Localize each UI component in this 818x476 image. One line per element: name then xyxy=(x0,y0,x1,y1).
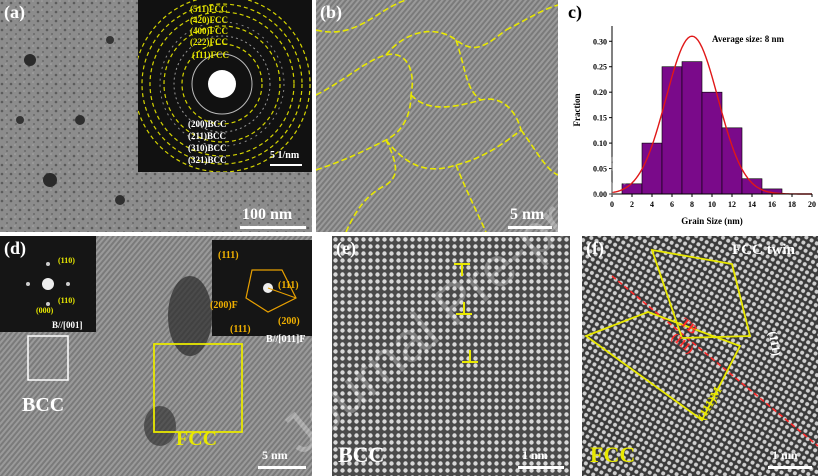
fft-spot-label: (200)F xyxy=(210,300,238,311)
inset-scale-bar xyxy=(270,164,302,166)
dislocation-markers xyxy=(454,263,478,363)
twin-outline-lower xyxy=(584,311,742,422)
y-tick-label: 0.15 xyxy=(593,114,607,123)
panel-b-label: (b) xyxy=(320,2,342,22)
chart-annotation: Average size: 8 nm xyxy=(712,34,785,44)
panel-d-fft-bcc-inset xyxy=(0,236,96,332)
y-tick-label: 0.10 xyxy=(593,139,607,148)
histogram-bar xyxy=(641,142,663,195)
panel-e: (e) BCC 1 nm xyxy=(332,236,570,476)
ring-label: (222)FCC xyxy=(190,37,228,47)
panel-d-scale-label: 5 nm xyxy=(262,448,288,462)
fft-spot-label: (200) xyxy=(278,316,300,327)
bcc-ring-labels: (200)BCC (211)BCC (310)BCC (321)BCC xyxy=(188,118,227,166)
panel-a-label: (a) xyxy=(4,2,25,22)
panel-b-image xyxy=(316,0,558,232)
ring-label: (211)BCC xyxy=(188,131,226,141)
fft-pattern-bcc xyxy=(26,262,70,306)
y-axis-label: Fraction xyxy=(572,94,582,127)
x-tick-label: 8 xyxy=(690,200,694,209)
panel-e-image xyxy=(332,236,570,476)
fft-spot-label: (111) xyxy=(218,250,239,261)
fft-spot-label: (111) xyxy=(278,280,299,291)
x-tick-label: 0 xyxy=(610,200,614,209)
twin-label: FCC twin xyxy=(732,242,795,258)
x-tick-label: 14 xyxy=(748,200,756,209)
panel-d-fft-fcc-inset xyxy=(212,240,312,336)
panel-c: 0 2 4 6 8 10 12 14 16 18 20 0.00 0.05 0.10 0.15 0.20 0.… xyxy=(562,0,818,232)
y-tick-label: 0.30 xyxy=(593,37,607,46)
histogram-bar xyxy=(681,61,703,195)
panel-f-label: (f) xyxy=(586,238,604,258)
panel-f-scale-label: 1 nm xyxy=(772,448,798,462)
histogram-bar xyxy=(661,66,683,195)
panel-b-scale-label: 5 nm xyxy=(510,206,545,223)
fcc-region-box xyxy=(153,343,243,433)
ring-label: (420)FCC xyxy=(190,15,228,25)
fft-zone-label: B//[001] xyxy=(52,320,83,330)
panel-a-scale-bar xyxy=(240,226,306,229)
x-tick-label: 18 xyxy=(788,200,796,209)
fcc-box-label: FCC xyxy=(176,428,218,450)
panel-a: (511)FCC (420)FCC (400)FCC (222)FCC (111… xyxy=(0,0,312,232)
ring-label: (400)FCC xyxy=(190,26,228,36)
panel-f: (f) FCC twin TB (111) (111) (111)M FCC 1… xyxy=(582,236,818,476)
panel-a-scale-label: 100 nm xyxy=(242,206,293,223)
x-axis-label: Grain Size (nm) xyxy=(681,216,743,226)
panel-e-phase-tag: BCC xyxy=(338,442,385,467)
fcc-ring-labels: (511)FCC (420)FCC (400)FCC (222)FCC xyxy=(190,4,228,48)
ring-label: (321)BCC xyxy=(188,155,227,165)
ring-label: (200)BCC xyxy=(188,119,227,129)
panel-a-saed-inset xyxy=(133,0,312,173)
panel-f-scale-bar xyxy=(768,466,812,469)
x-tick-label: 2 xyxy=(630,200,634,209)
panel-f-phase-tag: FCC xyxy=(590,442,636,467)
twin-outline-upper xyxy=(650,248,752,339)
grain-boundaries xyxy=(316,0,558,232)
panel-e-label: (e) xyxy=(336,238,356,258)
x-tick-label: 10 xyxy=(708,200,716,209)
y-tick-label: 0.20 xyxy=(593,88,607,97)
x-tick-label: 12 xyxy=(728,200,736,209)
x-tick-label: 6 xyxy=(670,200,674,209)
fft-spot-label: (110) xyxy=(58,256,75,265)
panel-e-scale-label: 1 nm xyxy=(522,448,548,462)
histogram-bar xyxy=(721,127,743,195)
histogram-bar xyxy=(701,91,723,195)
x-tick-label: 4 xyxy=(650,200,654,209)
panel-d-scale-bar xyxy=(258,466,306,469)
inset-scale-label: 5 1/nm xyxy=(270,150,300,161)
panel-d-label: (d) xyxy=(4,238,26,258)
ring-label: (310)BCC xyxy=(188,143,227,153)
gaussian-fit-curve xyxy=(611,35,812,195)
y-tick-label: 0.00 xyxy=(593,190,607,199)
y-tick-label: 0.05 xyxy=(593,165,607,174)
histogram-bar xyxy=(741,178,763,195)
bcc-box-label: BCC xyxy=(22,394,65,416)
fft-spot-label: (110) xyxy=(58,296,75,305)
fft-zone-label: B//[011]F xyxy=(266,334,306,345)
panel-e-scale-bar xyxy=(518,466,564,469)
y-tick-label: 0.25 xyxy=(593,63,607,72)
grain-size-histogram: 0 2 4 6 8 10 12 14 16 18 20 0.00 0.05 0.10 0.15 0.20 0.… xyxy=(568,2,816,226)
panel-b: (b) 5 nm xyxy=(316,0,558,232)
x-tick-label: 16 xyxy=(768,200,776,209)
panel-d: (110) (110) (000) B//[001] (111) (111) (… xyxy=(0,236,312,476)
panel-c-label: c) xyxy=(568,2,582,23)
x-tick-label: 20 xyxy=(808,200,816,209)
panel-f-image xyxy=(582,236,818,476)
fft-pattern-fcc xyxy=(245,269,297,313)
ring-label: (511)FCC xyxy=(190,4,228,14)
fft-spot-label: (000) xyxy=(36,306,54,315)
ring-label: (111)FCC xyxy=(192,50,229,60)
fft-spot-label: (111) xyxy=(230,324,251,335)
panel-b-scale-bar xyxy=(508,226,552,229)
bcc-region-box xyxy=(27,335,69,381)
twin-boundary-line xyxy=(611,275,818,447)
